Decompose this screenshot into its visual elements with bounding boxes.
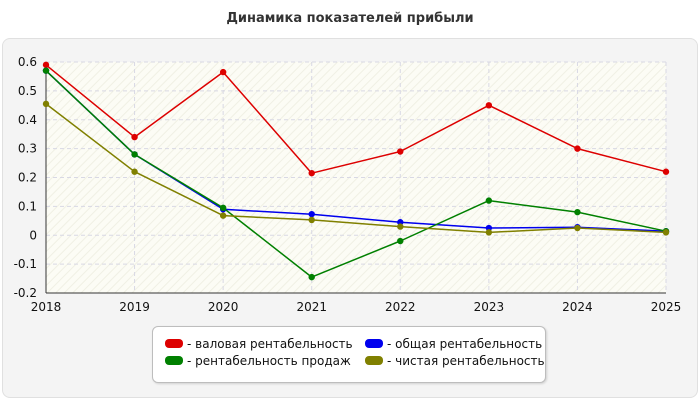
data-point: [219, 68, 227, 76]
data-point: [662, 229, 670, 236]
grid-lines: [46, 61, 667, 293]
x-tick-label: 2022: [385, 300, 416, 314]
data-point: [42, 61, 50, 69]
legend-item: - общая рентабельность: [365, 337, 542, 351]
data-point: [131, 151, 138, 158]
y-tick-label: 0.1: [18, 199, 37, 213]
y-tick-label: 0: [29, 228, 37, 242]
data-point: [308, 216, 315, 224]
data-point: [131, 133, 138, 141]
series-lines: [42, 61, 670, 281]
y-tick-label: 0.2: [18, 171, 37, 185]
legend-swatch: [365, 356, 383, 365]
data-point: [219, 204, 227, 212]
data-point: [308, 273, 315, 281]
data-point: [397, 237, 404, 245]
x-tick-label: 2024: [562, 300, 593, 314]
legend-swatch: [365, 339, 383, 348]
y-tick-label: -0.2: [14, 286, 37, 300]
data-point: [397, 148, 404, 155]
x-tick-label: 2021: [296, 300, 327, 314]
data-point: [485, 102, 493, 109]
legend-swatch: [165, 339, 183, 348]
data-point: [42, 100, 50, 108]
data-point: [485, 197, 493, 204]
data-point: [308, 210, 315, 218]
y-tick-label: 0.3: [18, 142, 37, 156]
x-tick-label: 2018: [31, 300, 62, 314]
legend-item: - чистая рентабельность: [365, 354, 545, 368]
legend-label: валовая рентабельность: [195, 337, 353, 351]
legend-label: общая рентабельность: [395, 337, 543, 351]
y-tick-label: 0.6: [18, 55, 37, 69]
series-line: [45, 70, 667, 278]
x-tick-label: 2023: [474, 300, 505, 314]
legend-label: рентабельность продаж: [195, 354, 351, 368]
data-point: [131, 168, 138, 175]
data-point: [574, 208, 581, 216]
data-point: [485, 229, 493, 236]
series-line: [45, 64, 667, 174]
data-point: [219, 212, 227, 219]
data-point: [574, 145, 581, 152]
y-tick-label: -0.1: [14, 257, 37, 271]
x-tick-label: 2025: [651, 300, 682, 314]
y-tick-label: 0.4: [18, 113, 37, 127]
x-tick-label: 2019: [119, 300, 150, 314]
chart-title: Динамика показателей прибыли: [226, 11, 474, 26]
data-point: [662, 168, 670, 175]
legend-label: чистая рентабельность: [395, 354, 545, 368]
data-point: [574, 224, 581, 232]
series-line: [45, 103, 667, 234]
legend-item: - рентабельность продаж: [165, 354, 351, 368]
legend-swatch: [165, 356, 183, 365]
data-point: [42, 67, 50, 74]
legend-item: - валовая рентабельность: [165, 337, 353, 351]
x-tick-label: 2020: [208, 300, 239, 314]
legend: - валовая рентабельность - общая рентабе…: [152, 326, 546, 383]
data-point: [308, 169, 315, 177]
data-point: [397, 223, 404, 230]
y-tick-label: 0.5: [18, 84, 37, 98]
